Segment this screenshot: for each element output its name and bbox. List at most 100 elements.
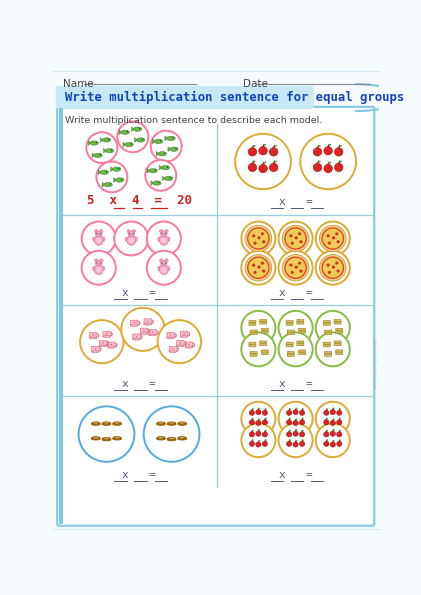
Ellipse shape [251, 441, 253, 442]
Ellipse shape [290, 418, 291, 419]
Circle shape [323, 258, 343, 278]
Ellipse shape [149, 334, 156, 336]
FancyBboxPatch shape [323, 323, 330, 325]
Ellipse shape [250, 411, 251, 412]
Circle shape [86, 132, 117, 163]
FancyBboxPatch shape [336, 331, 343, 333]
FancyBboxPatch shape [250, 353, 257, 355]
FancyBboxPatch shape [288, 332, 294, 333]
Ellipse shape [259, 146, 267, 155]
Ellipse shape [334, 163, 343, 171]
Ellipse shape [325, 419, 327, 420]
FancyBboxPatch shape [298, 328, 306, 330]
Circle shape [102, 342, 104, 343]
Ellipse shape [340, 161, 342, 162]
Ellipse shape [176, 345, 184, 347]
Ellipse shape [327, 418, 328, 419]
FancyBboxPatch shape [250, 330, 257, 332]
FancyBboxPatch shape [298, 352, 306, 355]
Ellipse shape [293, 442, 298, 447]
Ellipse shape [149, 168, 157, 173]
Ellipse shape [262, 419, 267, 425]
Circle shape [248, 228, 268, 248]
Ellipse shape [93, 267, 95, 270]
Ellipse shape [127, 235, 136, 245]
Ellipse shape [340, 145, 342, 147]
Ellipse shape [288, 431, 290, 433]
Ellipse shape [303, 409, 304, 410]
Circle shape [295, 265, 298, 269]
Ellipse shape [338, 419, 340, 420]
Circle shape [136, 336, 137, 337]
Ellipse shape [121, 130, 129, 134]
Ellipse shape [102, 422, 111, 424]
Ellipse shape [248, 148, 257, 156]
Circle shape [279, 311, 313, 345]
Circle shape [332, 265, 335, 269]
Circle shape [147, 221, 181, 255]
Circle shape [247, 227, 270, 250]
Circle shape [160, 140, 161, 142]
Ellipse shape [295, 441, 296, 443]
Ellipse shape [262, 441, 267, 446]
Circle shape [158, 182, 160, 183]
FancyBboxPatch shape [323, 345, 330, 347]
Circle shape [151, 131, 182, 161]
Circle shape [241, 251, 275, 284]
FancyBboxPatch shape [260, 343, 266, 346]
Circle shape [261, 232, 264, 236]
Circle shape [106, 171, 107, 173]
Circle shape [170, 177, 171, 178]
Ellipse shape [129, 237, 134, 243]
Text: Write multiplication sentence to describe each model.: Write multiplication sentence to describ… [65, 116, 322, 125]
Ellipse shape [324, 164, 333, 173]
Ellipse shape [259, 419, 261, 420]
Circle shape [147, 251, 181, 284]
Circle shape [298, 262, 301, 265]
Circle shape [93, 334, 94, 336]
Text: x   =: x = [122, 288, 156, 298]
Circle shape [114, 221, 148, 255]
Ellipse shape [144, 324, 152, 325]
Ellipse shape [272, 162, 275, 164]
Ellipse shape [131, 325, 138, 327]
Ellipse shape [103, 237, 105, 241]
Ellipse shape [108, 346, 115, 348]
Circle shape [94, 230, 98, 233]
FancyBboxPatch shape [336, 352, 343, 355]
Circle shape [165, 259, 168, 262]
Ellipse shape [115, 178, 124, 182]
Ellipse shape [293, 431, 298, 436]
Circle shape [279, 333, 313, 367]
Ellipse shape [263, 442, 264, 443]
FancyBboxPatch shape [299, 352, 305, 353]
Circle shape [142, 139, 143, 140]
Circle shape [279, 221, 313, 255]
Ellipse shape [333, 408, 335, 409]
Circle shape [139, 128, 140, 129]
Text: 5  x  4  =  20: 5 x 4 = 20 [87, 194, 192, 207]
Ellipse shape [178, 437, 187, 440]
Circle shape [180, 342, 181, 343]
Polygon shape [151, 181, 153, 186]
Circle shape [282, 226, 309, 252]
Ellipse shape [288, 419, 290, 420]
Ellipse shape [327, 430, 328, 431]
FancyBboxPatch shape [144, 319, 152, 324]
Ellipse shape [331, 432, 332, 433]
Ellipse shape [337, 419, 342, 425]
Ellipse shape [178, 422, 187, 424]
Circle shape [284, 256, 307, 279]
Ellipse shape [113, 422, 122, 425]
Circle shape [285, 258, 306, 278]
FancyBboxPatch shape [297, 343, 304, 346]
Ellipse shape [112, 167, 121, 171]
FancyBboxPatch shape [57, 107, 374, 526]
Circle shape [143, 330, 145, 331]
Ellipse shape [332, 441, 333, 443]
Ellipse shape [178, 437, 187, 439]
Ellipse shape [91, 437, 100, 440]
Circle shape [235, 134, 291, 189]
Circle shape [79, 406, 134, 462]
Polygon shape [156, 151, 158, 156]
